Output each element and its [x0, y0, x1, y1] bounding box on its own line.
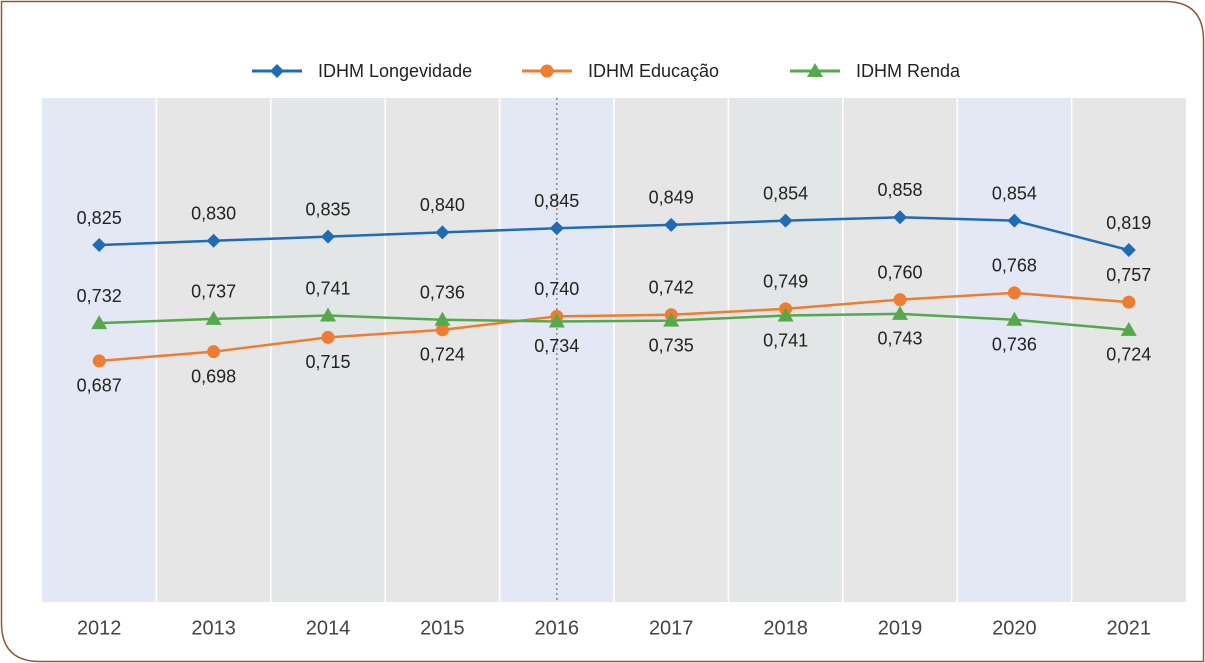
- x-tick-label: 2020: [992, 617, 1037, 639]
- x-tick-label: 2012: [77, 617, 122, 639]
- background-band: [385, 98, 500, 602]
- x-tick-label: 2013: [191, 617, 236, 639]
- point: [548, 313, 565, 328]
- background-band: [957, 98, 1072, 602]
- point: [91, 315, 108, 330]
- point: [549, 221, 564, 236]
- point: [92, 354, 106, 368]
- data-label: 0,849: [649, 188, 694, 208]
- series-line: [99, 291, 1129, 363]
- data-label: 0,830: [191, 204, 236, 224]
- background-band: [842, 98, 958, 602]
- point: [778, 213, 793, 228]
- background-band: [728, 98, 843, 602]
- point: [893, 293, 907, 307]
- point: [320, 307, 336, 322]
- series-line: [99, 216, 1130, 252]
- x-tick-label: 2019: [878, 617, 923, 639]
- point: [321, 330, 335, 344]
- point: [1007, 213, 1022, 228]
- point: [207, 345, 221, 359]
- point: [321, 229, 335, 244]
- data-label: 0,740: [534, 279, 579, 299]
- data-label: 0,715: [305, 352, 350, 372]
- legend-label: IDHM Renda: [856, 61, 961, 81]
- data-label: 0,736: [992, 335, 1037, 355]
- legend-label: IDHM Longevidade: [318, 61, 472, 81]
- background-band: [614, 98, 729, 602]
- point: [1121, 243, 1136, 258]
- x-tick-label: 2016: [535, 617, 580, 639]
- legend-marker: [540, 64, 554, 78]
- data-label: 0,757: [1106, 265, 1151, 285]
- data-label: 0,737: [191, 282, 236, 302]
- data-label: 0,698: [191, 366, 236, 386]
- series-line: [99, 312, 1129, 332]
- point: [892, 305, 908, 320]
- data-label: 0,835: [305, 199, 350, 219]
- x-tick-label: 2014: [306, 617, 351, 639]
- data-label: 0,687: [77, 376, 122, 396]
- data-label: 0,845: [534, 191, 579, 211]
- data-label: 0,736: [420, 283, 465, 303]
- data-label: 0,819: [1106, 213, 1151, 233]
- background-band: [42, 98, 157, 602]
- x-tick-label: 2018: [763, 617, 808, 639]
- background-band: [270, 98, 386, 602]
- point: [893, 210, 907, 225]
- data-label: 0,724: [420, 345, 465, 365]
- point: [435, 225, 450, 240]
- point: [1007, 286, 1021, 300]
- data-label: 0,734: [534, 336, 579, 356]
- point: [206, 233, 221, 248]
- data-label: 0,760: [877, 262, 922, 282]
- data-label: 0,724: [1106, 345, 1151, 365]
- data-label: 0,768: [992, 256, 1037, 276]
- data-label: 0,741: [305, 278, 350, 298]
- point: [664, 217, 679, 232]
- x-tick-label: 2015: [420, 617, 465, 639]
- point: [1120, 321, 1137, 336]
- data-label: 0,825: [77, 208, 122, 228]
- point: [777, 307, 794, 322]
- point: [434, 311, 451, 326]
- data-label: 0,743: [877, 329, 922, 349]
- point: [1122, 295, 1136, 309]
- data-label: 0,732: [77, 286, 122, 306]
- background-band: [1071, 98, 1186, 602]
- data-label: 0,840: [420, 195, 465, 215]
- point: [1006, 311, 1023, 326]
- x-tick-label: 2021: [1107, 617, 1152, 639]
- x-tick-label: 2017: [649, 617, 694, 639]
- data-label: 0,742: [649, 277, 694, 297]
- data-label: 0,749: [763, 272, 808, 292]
- legend-label: IDHM Educação: [588, 61, 719, 81]
- data-label: 0,741: [763, 330, 808, 350]
- data-label: 0,735: [649, 335, 694, 355]
- legend-marker: [807, 63, 823, 77]
- point: [92, 238, 107, 252]
- point: [205, 310, 222, 325]
- legend-marker: [270, 64, 284, 78]
- point: [663, 312, 680, 327]
- data-label: 0,858: [877, 180, 922, 200]
- data-label: 0,854: [992, 183, 1037, 203]
- data-label: 0,854: [763, 183, 808, 203]
- point: [435, 323, 449, 337]
